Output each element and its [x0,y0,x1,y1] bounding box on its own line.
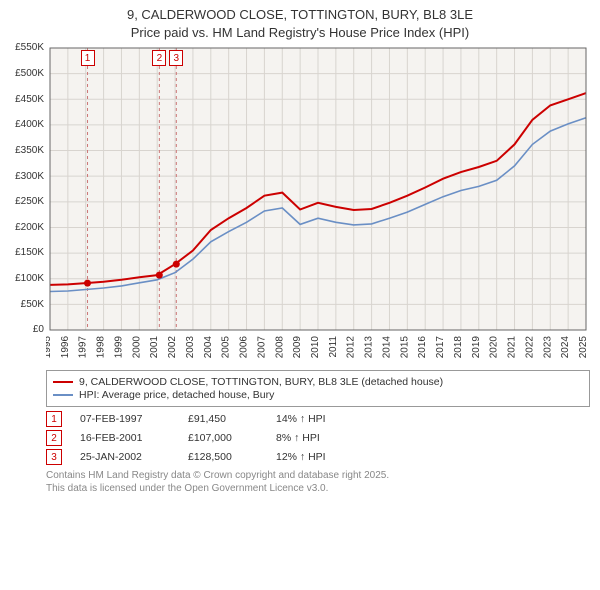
legend-label: HPI: Average price, detached house, Bury [79,389,274,401]
chart-title: 9, CALDERWOOD CLOSE, TOTTINGTON, BURY, B… [0,0,600,44]
footnote-price: £91,450 [188,413,258,425]
marker-label-box: 3 [169,50,183,66]
footnote-date: 07-FEB-1997 [80,413,170,425]
x-tick-label: 2001 [149,336,160,359]
license-line-2: This data is licensed under the Open Gov… [46,483,328,494]
legend-swatch [53,394,73,396]
x-tick-label: 2020 [489,336,500,359]
y-tick-label: £150K [15,247,44,258]
x-tick-label: 2022 [524,336,535,359]
y-tick-label: £50K [21,299,44,310]
x-tick-label: 1997 [78,336,89,359]
y-tick-label: £550K [15,42,44,53]
marker-label-box: 1 [81,50,95,66]
line-chart: 1995 1996 1997 1998 1999 2000 2001 2002 2003 2004… [46,44,590,364]
y-tick-label: £200K [15,222,44,233]
x-tick-label: 2013 [364,336,375,359]
y-tick-label: £500K [15,68,44,79]
footnote-badge: 2 [46,430,62,446]
y-tick-label: £0 [33,324,44,335]
x-tick-label: 2003 [185,336,196,359]
x-tick-label: 2018 [453,336,464,359]
x-tick-label: 2025 [578,336,589,359]
title-line-2: Price paid vs. HM Land Registry's House … [131,25,469,40]
legend-item: HPI: Average price, detached house, Bury [53,389,583,401]
footnotes: 1 07-FEB-1997 £91,450 14% ↑ HPI 2 16-FEB-2001… [46,411,590,465]
footnote-date: 16-FEB-2001 [80,432,170,444]
license-line-1: Contains HM Land Registry data © Crown c… [46,470,389,481]
y-tick-label: £450K [15,94,44,105]
legend-item: 9, CALDERWOOD CLOSE, TOTTINGTON, BURY, B… [53,376,583,388]
marker-dot [156,272,163,279]
footnote-change: 8% ↑ HPI [276,432,320,444]
x-tick-label: 2012 [346,336,357,359]
footnote-date: 25-JAN-2002 [80,451,170,463]
footnote-row: 1 07-FEB-1997 £91,450 14% ↑ HPI [46,411,590,427]
footnote-row: 3 25-JAN-2002 £128,500 12% ↑ HPI [46,449,590,465]
x-tick-label: 2017 [435,336,446,359]
x-tick-label: 1998 [96,336,107,359]
title-line-1: 9, CALDERWOOD CLOSE, TOTTINGTON, BURY, B… [127,7,473,22]
x-tick-label: 1995 [46,336,53,359]
legend: 9, CALDERWOOD CLOSE, TOTTINGTON, BURY, B… [46,370,590,407]
marker-dot [84,280,91,287]
footnote-badge: 1 [46,411,62,427]
x-tick-label: 2016 [417,336,428,359]
footnote-price: £107,000 [188,432,258,444]
x-tick-label: 2002 [167,336,178,359]
x-tick-label: 2006 [239,336,250,359]
legend-swatch [53,381,73,383]
x-tick-label: 1996 [60,336,71,359]
marker-label-box: 2 [152,50,166,66]
x-tick-label: 2010 [310,336,321,359]
x-tick-label: 1999 [113,336,124,359]
y-tick-label: £400K [15,119,44,130]
y-tick-label: £300K [15,171,44,182]
x-tick-label: 2015 [399,336,410,359]
x-tick-label: 2007 [256,336,267,359]
footnote-row: 2 16-FEB-2001 £107,000 8% ↑ HPI [46,430,590,446]
x-tick-label: 2005 [221,336,232,359]
x-tick-label: 2000 [131,336,142,359]
footnote-change: 14% ↑ HPI [276,413,326,425]
chart-area: 1995 1996 1997 1998 1999 2000 2001 2002 2003 2004… [46,44,590,364]
x-tick-label: 2024 [560,336,571,359]
x-tick-label: 2009 [292,336,303,359]
x-tick-label: 2019 [471,336,482,359]
x-tick-label: 2023 [542,336,553,359]
y-tick-label: £350K [15,145,44,156]
footnote-price: £128,500 [188,451,258,463]
footnote-badge: 3 [46,449,62,465]
x-tick-label: 2021 [507,336,518,359]
x-tick-label: 2004 [203,336,214,359]
x-tick-label: 2011 [328,336,339,358]
license-text: Contains HM Land Registry data © Crown c… [46,469,590,495]
x-tick-label: 2008 [274,336,285,359]
y-tick-label: £100K [15,273,44,284]
footnote-change: 12% ↑ HPI [276,451,326,463]
legend-label: 9, CALDERWOOD CLOSE, TOTTINGTON, BURY, B… [79,376,443,388]
x-tick-label: 2014 [381,336,392,359]
marker-dot [173,261,180,268]
y-tick-label: £250K [15,196,44,207]
